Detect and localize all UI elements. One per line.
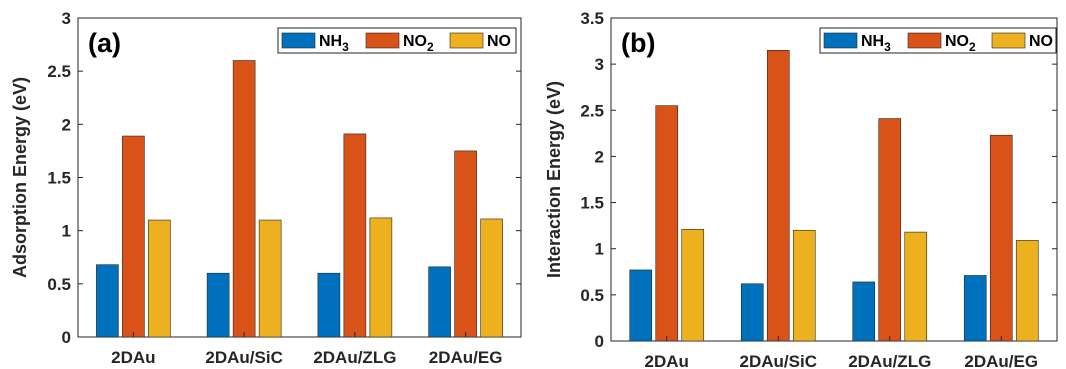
bar-no-2 [904, 231, 928, 342]
y-tick-label: 2.5 [580, 101, 604, 120]
legend-label-nh3: NH3 [861, 33, 891, 54]
bar-nh3-2 [852, 281, 876, 342]
bar-no2-2 [878, 118, 902, 342]
bar-nh3-3 [963, 275, 987, 342]
bar-nh3-1 [740, 283, 764, 342]
legend-swatch-no [991, 32, 1026, 49]
x-tick-label: 2DAu/ZLG [313, 348, 396, 367]
legend: NH3 NO2 NO [277, 27, 517, 54]
y-axis-label: Interaction Energy (eV) [544, 81, 564, 278]
legend-label-no2: NO2 [945, 33, 976, 54]
y-tick-label: 3 [595, 55, 604, 74]
x-tick-label: 2DAu/SiC [205, 348, 282, 367]
legend-label-nh3: NH3 [319, 33, 349, 54]
legend-swatch-nh3 [823, 32, 858, 49]
bar-nh3-0 [629, 269, 653, 342]
y-tick-label: 3.5 [580, 9, 604, 28]
bar-no2-0 [122, 135, 145, 338]
y-tick-label: 1.5 [47, 169, 71, 188]
bar-no2-3 [454, 150, 477, 338]
legend-swatch-no2 [365, 32, 400, 49]
x-tick-label: 2DAu/EG [964, 352, 1038, 369]
legend-swatch-nh3 [281, 32, 316, 49]
y-tick-label: 2 [595, 147, 604, 166]
bar-no2-1 [232, 60, 256, 338]
y-tick-label: 1.5 [580, 194, 604, 213]
bar-no-3 [480, 218, 503, 338]
y-axis-label: Adsorption Energy (eV) [10, 77, 30, 278]
y-tick-label: 0 [62, 328, 71, 347]
y-tick-label: 2 [62, 115, 71, 134]
y-tick-label: 0.5 [47, 275, 71, 294]
panel-label: (a) [88, 28, 121, 58]
bar-no-1 [792, 229, 816, 342]
y-tick-label: 3 [62, 9, 71, 28]
y-tick-label: 1 [595, 240, 604, 259]
y-tick-label: 0 [595, 332, 604, 351]
legend-swatch-no2 [907, 32, 942, 49]
y-tick-label: 1 [62, 222, 71, 241]
bar-no-1 [258, 219, 282, 338]
bar-nh3-0 [96, 264, 119, 338]
x-tick-label: 2DAu [111, 348, 155, 367]
legend: NH3 NO2 NO [819, 27, 1057, 54]
bar-no2-3 [989, 134, 1013, 342]
bar-no-2 [369, 217, 393, 338]
x-tick-label: 2DAu/ZLG [848, 352, 931, 369]
y-tick-label: 0.5 [580, 286, 604, 305]
bar-no-3 [1015, 240, 1039, 342]
legend-swatch-no [449, 32, 484, 49]
bar-nh3-3 [428, 266, 451, 338]
bar-no2-0 [655, 105, 679, 342]
bar-no-0 [681, 229, 705, 342]
x-tick-label: 2DAu/SiC [740, 352, 817, 369]
y-tick-label: 2.5 [47, 62, 71, 81]
legend-label-no: NO [487, 33, 511, 50]
bar-no-0 [148, 219, 171, 338]
bar-nh3-2 [317, 272, 341, 338]
bar-nh3-1 [206, 272, 230, 338]
legend-label-no: NO [1029, 33, 1053, 50]
x-tick-label: 2DAu [645, 352, 689, 369]
panel-label: (b) [621, 28, 655, 58]
bar-no2-2 [343, 133, 367, 338]
bar-no2-1 [766, 49, 790, 342]
legend-label-no2: NO2 [403, 33, 434, 54]
chart-panel-a: 0 0.5 1 1.5 2 2.5 3 Adsorption Energy (eV) 2DAu 2… [10, 9, 522, 367]
x-tick-label: 2DAu/EG [429, 348, 503, 367]
chart-panel-b: 0 0.5 1 1.5 2 2.5 3 3.5 Interaction Energy (eV) 2… [544, 9, 1058, 369]
